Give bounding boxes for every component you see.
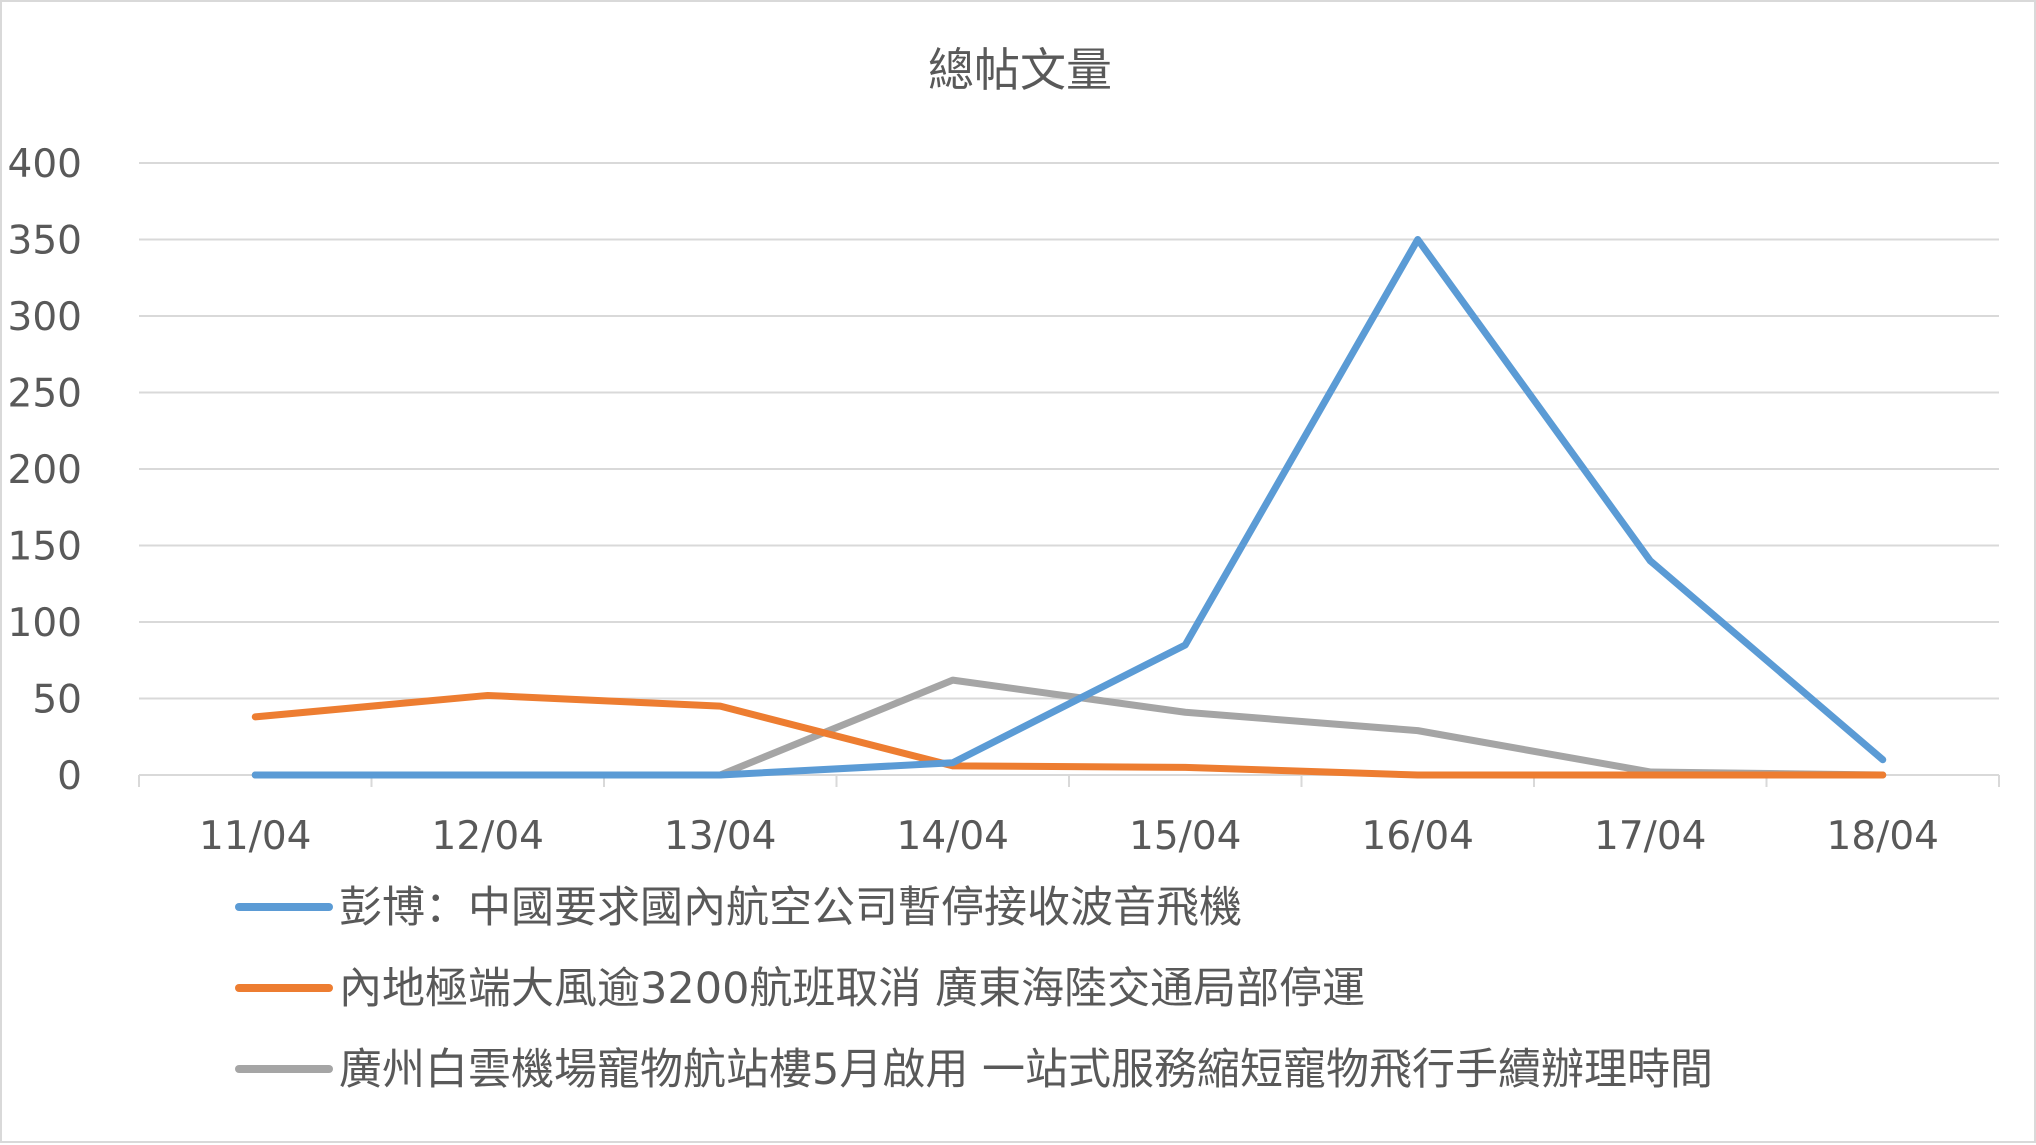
chart-title: 總帖文量 [928, 43, 1112, 97]
x-tick-label: 14/04 [897, 814, 1009, 859]
y-axis-ticks: 0 50 100 150 200 250 300 350 400 [8, 142, 82, 799]
y-tick-label: 50 [32, 678, 82, 723]
y-tick-label: 350 [8, 219, 82, 264]
legend-label: 彭博：中國要求國內航空公司暫停接收波音飛機 [339, 883, 1242, 933]
x-axis-ticks: 11/04 12/04 13/04 14/04 15/04 16/04 17/04 18/04 [199, 814, 1939, 859]
x-tick-label: 13/04 [664, 814, 776, 859]
series-line [251, 691, 1887, 779]
x-tick-label: 12/04 [432, 814, 544, 859]
y-tick-label: 250 [8, 372, 82, 417]
series-lines [251, 236, 1887, 779]
y-tick-label: 150 [8, 525, 82, 570]
y-tick-label: 0 [57, 754, 82, 799]
series-line [251, 236, 1887, 779]
y-tick-label: 300 [8, 295, 82, 340]
x-tick-label: 11/04 [199, 814, 311, 859]
x-tick-label: 15/04 [1129, 814, 1241, 859]
legend-label: 內地極端大風逾3200航班取消 廣東海陸交通局部停運 [339, 964, 1365, 1014]
y-tick-label: 200 [8, 448, 82, 493]
x-tick-label: 16/04 [1362, 814, 1474, 859]
x-tick-label: 18/04 [1827, 814, 1939, 859]
gridlines [139, 162, 1999, 700]
y-tick-label: 100 [8, 601, 82, 646]
legend-label: 廣州白雲機場寵物航站樓5月啟用 一站式服務縮短寵物飛行手續辦理時間 [339, 1045, 1713, 1095]
x-tick-label: 17/04 [1594, 814, 1706, 859]
y-tick-label: 400 [8, 142, 82, 187]
